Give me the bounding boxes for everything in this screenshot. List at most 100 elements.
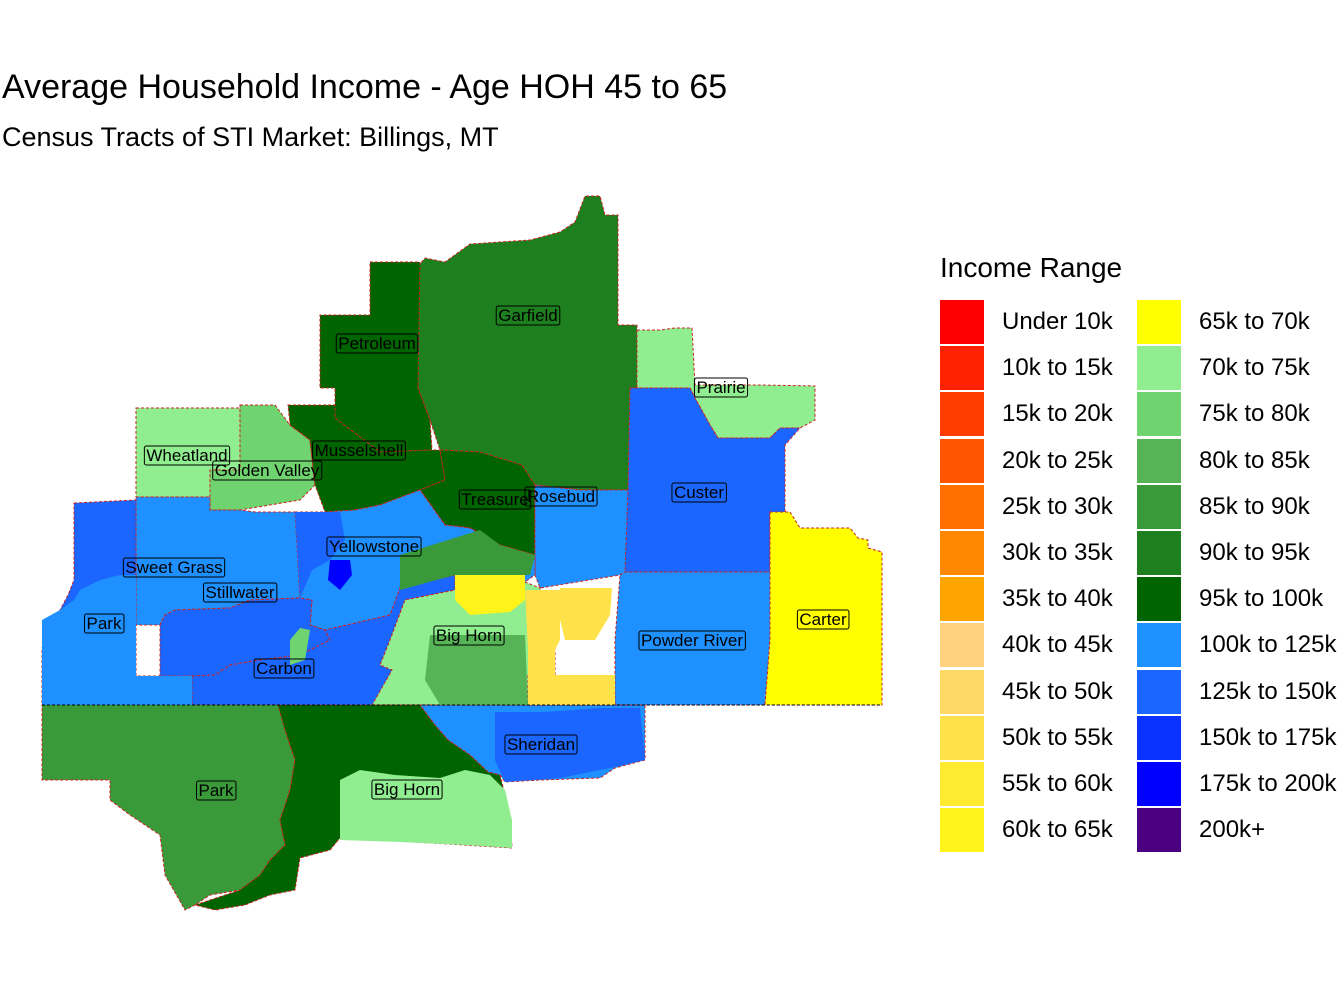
county-shapes [41, 195, 883, 911]
legend-swatch [1137, 531, 1181, 575]
legend-label: 60k to 65k [1002, 816, 1113, 844]
county-label-box [143, 445, 231, 466]
legend-label: 200k+ [1199, 816, 1266, 844]
county-label: Wheatland [143, 445, 231, 466]
county-label: Park [196, 780, 237, 801]
legend-swatch [1137, 438, 1181, 483]
tract-region [295, 512, 345, 598]
county-region[interactable] [624, 387, 802, 573]
legend-swatch [1137, 669, 1181, 714]
county-label-box [212, 460, 323, 481]
county-label-box [312, 440, 406, 461]
county-label-text: Powder River [641, 631, 743, 650]
county-label-text: Yellowstone [329, 537, 419, 556]
county-label-text: Musselshell [315, 441, 404, 460]
legend-label: Under 10k [1002, 308, 1113, 335]
tract-region [560, 588, 612, 640]
tract-region [425, 635, 528, 705]
legend-title: Income Range [940, 252, 1123, 283]
county-label-box [122, 557, 226, 578]
legend-swatch [940, 669, 984, 714]
county-label-text: Big Horn [374, 780, 440, 799]
legend-label: 175k to 200k [1199, 770, 1337, 797]
county-labels: Garfield Petroleum Prairie WheatlandGolden … [84, 305, 850, 801]
county-label: Garfield [495, 305, 561, 326]
county-label-box [796, 609, 850, 630]
county-label: Custer [671, 482, 727, 503]
county-label-box [458, 489, 532, 510]
legend-swatch [940, 484, 984, 529]
county-label: Golden Valley [212, 460, 323, 481]
county-label-text: Carter [799, 610, 847, 629]
county-region[interactable] [636, 327, 816, 439]
legend-swatch [940, 300, 984, 344]
county-label-text: Sweet Grass [125, 558, 222, 577]
legend-swatch [1137, 484, 1181, 529]
legend-label: 15k to 20k [1002, 400, 1113, 428]
legend-swatch [1137, 808, 1181, 853]
map-subtitle: Census Tracts of STI Market: Billings, M… [2, 122, 499, 152]
legend-swatch [1137, 715, 1181, 760]
legend-swatch [1137, 577, 1181, 622]
county-label: Rosebud [524, 486, 598, 507]
county-label-text: Rosebud [527, 487, 595, 506]
county-label-box [84, 613, 125, 634]
legend-swatch [940, 762, 984, 806]
legend-label: 90k to 95k [1199, 539, 1310, 566]
county-label-text: Treasure [461, 490, 528, 509]
legend-label: 35k to 40k [1002, 585, 1113, 613]
county-region[interactable] [764, 511, 883, 706]
county-label-text: Garfield [498, 306, 558, 325]
county-label: Park [84, 613, 125, 634]
legend-label: 95k to 100k [1199, 585, 1324, 613]
legend-swatch [940, 808, 984, 853]
legend-label: 85k to 90k [1199, 492, 1310, 520]
county-label-text: Wheatland [146, 446, 227, 465]
legend-label: 100k to 125k [1199, 631, 1337, 659]
legend-label: 80k to 85k [1199, 446, 1310, 474]
county-label-box [196, 780, 237, 801]
county-label-text: Park [199, 781, 234, 800]
county-region[interactable] [287, 404, 446, 513]
legend-label: 70k to 75k [1199, 354, 1310, 382]
tract-region [495, 708, 645, 782]
legend-swatch [940, 577, 984, 622]
legend-label: 20k to 25k [1002, 446, 1113, 474]
county-region[interactable] [534, 484, 629, 589]
county-region[interactable] [209, 404, 316, 511]
legend-swatch [940, 715, 984, 760]
map-title: Average Household Income - Age HOH 45 to… [2, 68, 728, 106]
county-label-text: Carbon [256, 659, 312, 678]
county-label-text: Golden Valley [215, 461, 320, 480]
county-label-box [335, 333, 419, 354]
county-label: Yellowstone [326, 536, 422, 557]
county-region[interactable] [419, 449, 536, 556]
county-label: Treasure [458, 489, 532, 510]
tract-region [400, 530, 535, 590]
county-label-text: Sheridan [507, 735, 575, 754]
county-label: Sweet Grass [122, 557, 226, 578]
tract-region [525, 590, 615, 705]
legend-swatch [1137, 392, 1181, 437]
legend-swatch [940, 531, 984, 575]
county-label-box [433, 625, 505, 646]
county-label-box [371, 779, 443, 800]
county-label: Carter [796, 609, 850, 630]
legend-swatch [1137, 346, 1181, 391]
county-label: Stillwater [203, 582, 278, 603]
county-label-box [495, 305, 561, 326]
county-label-text: Custer [674, 483, 724, 502]
county-label-text: Petroleum [338, 334, 415, 353]
county-label: Musselshell [312, 440, 406, 461]
county-label-box [326, 536, 422, 557]
county-label: Big Horn [433, 625, 505, 646]
county-region[interactable] [41, 704, 296, 911]
county-label-text: Big Horn [436, 626, 502, 645]
legend-swatch [940, 438, 984, 483]
county-label-text: Prairie [696, 378, 745, 397]
legend-label: 25k to 30k [1002, 492, 1113, 520]
tract-region [455, 575, 525, 615]
county-region[interactable] [414, 195, 638, 491]
county-label-text: Park [87, 614, 122, 633]
